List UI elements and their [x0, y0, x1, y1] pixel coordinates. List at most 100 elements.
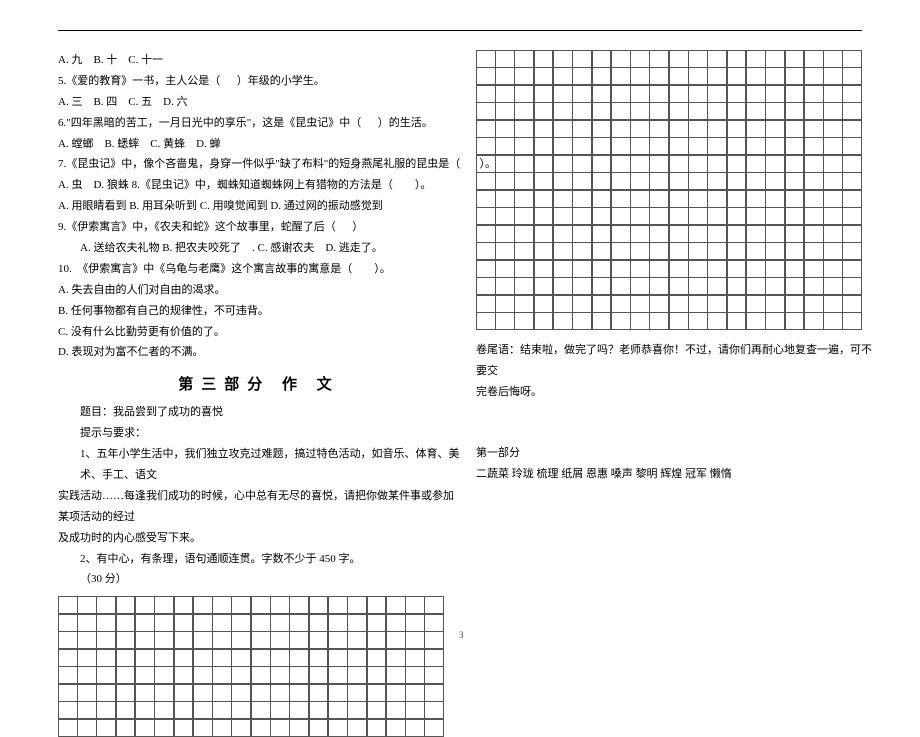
grid-cell — [785, 260, 805, 278]
grid-cell — [405, 649, 425, 667]
grid-cell — [688, 295, 708, 313]
grid-cell — [328, 666, 348, 684]
grid-cell — [630, 225, 650, 243]
grid-cell — [495, 190, 515, 208]
grid-cell — [765, 242, 785, 260]
grid-cell — [77, 614, 97, 632]
grid-cell — [231, 719, 251, 737]
grid-cell — [746, 312, 766, 330]
grid-cell — [630, 312, 650, 330]
grid-cell — [58, 649, 78, 667]
grid-cell — [823, 242, 843, 260]
grid-cell — [534, 242, 554, 260]
grid-cell — [842, 172, 862, 190]
grid-cell — [495, 137, 515, 155]
grid-cell — [842, 102, 862, 120]
grid-cell — [231, 666, 251, 684]
grid-cell — [707, 67, 727, 85]
grid-cell — [212, 666, 232, 684]
grid-cell — [823, 225, 843, 243]
grid-cell — [476, 207, 496, 225]
grid-cell — [514, 242, 534, 260]
grid-cell — [707, 172, 727, 190]
grid-cell — [58, 666, 78, 684]
grid-cell — [630, 137, 650, 155]
grid-cell — [476, 120, 496, 138]
grid-cell — [727, 295, 747, 313]
grid-cell — [154, 684, 174, 702]
grid-cell — [328, 719, 348, 737]
grid-cell — [804, 172, 824, 190]
grid-cell — [592, 50, 612, 68]
essay-topic: 题目：我品尝到了成功的喜悦 — [58, 402, 460, 423]
grid-cell — [553, 137, 573, 155]
grid-cell — [572, 225, 592, 243]
grid-cell — [707, 277, 727, 295]
grid-cell — [514, 190, 534, 208]
grid-cell — [193, 701, 213, 719]
grid-cell — [553, 312, 573, 330]
grid-cell — [785, 137, 805, 155]
grid-cell — [154, 614, 174, 632]
grid-cell — [707, 295, 727, 313]
grid-cell — [727, 190, 747, 208]
grid-cell — [251, 631, 271, 649]
grid-cell — [669, 277, 689, 295]
grid-cell — [669, 155, 689, 173]
q7-options: A. 虫 D. 狼蛛 8.《昆虫记》中，蜘蛛知道蜘蛛网上有猎物的方法是（ ）。 — [58, 175, 460, 196]
grid-cell — [553, 67, 573, 85]
grid-cell — [649, 120, 669, 138]
grid-cell — [649, 295, 669, 313]
closing-line-1: 卷尾语：结束啦，做完了吗？老师恭喜你！不过，请你们再耐心地复查一遍，可不要交 — [476, 340, 878, 382]
grid-cell — [553, 242, 573, 260]
grid-cell — [804, 102, 824, 120]
grid-cell — [476, 67, 496, 85]
grid-cell — [328, 701, 348, 719]
grid-cell — [367, 684, 387, 702]
grid-cell — [842, 225, 862, 243]
grid-cell — [785, 85, 805, 103]
grid-cell — [630, 155, 650, 173]
grid-cell — [116, 701, 136, 719]
grid-cell — [823, 67, 843, 85]
closing-line-2: 完卷后悔呀。 — [476, 382, 878, 403]
grid-cell — [572, 312, 592, 330]
grid-cell — [611, 67, 631, 85]
grid-row — [476, 173, 878, 191]
grid-cell — [727, 312, 747, 330]
grid-cell — [367, 631, 387, 649]
grid-cell — [270, 596, 290, 614]
grid-cell — [592, 260, 612, 278]
grid-cell — [386, 666, 406, 684]
grid-cell — [347, 614, 367, 632]
grid-cell — [572, 277, 592, 295]
essay-hint: 提示与要求： — [58, 423, 460, 444]
grid-cell — [347, 649, 367, 667]
grid-cell — [405, 596, 425, 614]
grid-cell — [367, 719, 387, 737]
grid-cell — [270, 649, 290, 667]
grid-cell — [649, 242, 669, 260]
grid-cell — [367, 614, 387, 632]
grid-row — [476, 243, 878, 261]
q4-options: A. 九 B. 十 C. 十一 — [58, 50, 460, 71]
grid-cell — [367, 701, 387, 719]
grid-cell — [630, 190, 650, 208]
grid-cell — [669, 102, 689, 120]
grid-cell — [842, 207, 862, 225]
grid-cell — [804, 67, 824, 85]
grid-cell — [514, 207, 534, 225]
grid-cell — [649, 207, 669, 225]
essay-score: （30 分） — [58, 569, 460, 590]
q10-a: A. 失去自由的人们对自由的渴求。 — [58, 280, 460, 301]
grid-cell — [727, 225, 747, 243]
grid-cell — [135, 614, 155, 632]
q6: 6."四年黑暗的苦工，一月日光中的享乐"，这是《昆虫记》中（ ）的生活。 — [58, 113, 460, 134]
grid-cell — [58, 684, 78, 702]
grid-cell — [765, 172, 785, 190]
grid-cell — [116, 649, 136, 667]
grid-cell — [823, 295, 843, 313]
grid-row — [476, 313, 878, 331]
grid-cell — [309, 649, 329, 667]
grid-cell — [823, 190, 843, 208]
